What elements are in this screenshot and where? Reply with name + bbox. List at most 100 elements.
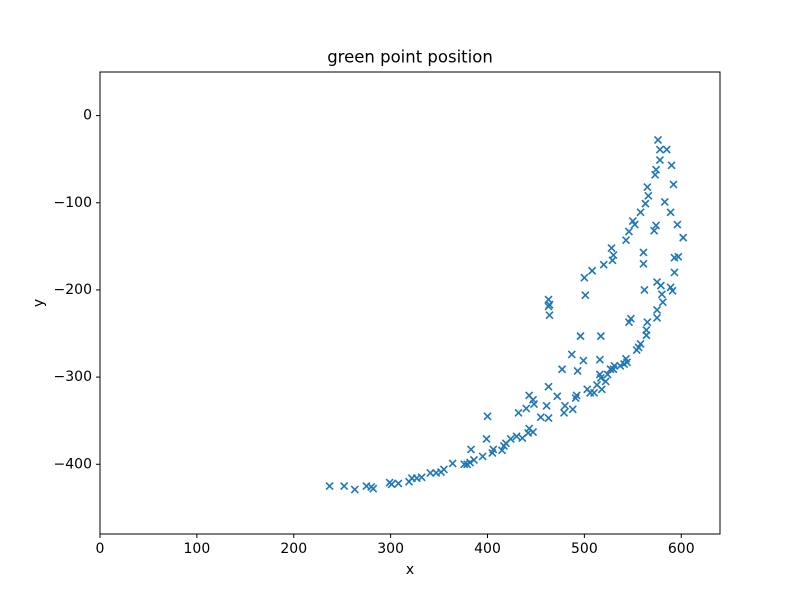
marker [679, 233, 688, 242]
marker [469, 455, 479, 464]
marker [650, 226, 659, 235]
point [469, 455, 479, 464]
x-axis-label: x [406, 562, 414, 578]
point [599, 260, 608, 269]
point [651, 165, 661, 174]
marker [536, 413, 545, 422]
point [522, 404, 531, 413]
point [669, 180, 678, 189]
point [660, 197, 669, 206]
marker [630, 220, 639, 229]
marker [636, 339, 645, 349]
point [607, 244, 616, 253]
point [588, 266, 597, 275]
marker [609, 365, 618, 374]
point [639, 259, 648, 268]
point [626, 314, 635, 323]
point [596, 373, 605, 383]
point [460, 460, 469, 469]
point [666, 208, 675, 217]
marker [387, 480, 396, 489]
x-tick-label: 300 [377, 541, 404, 557]
marker [656, 281, 665, 290]
marker [544, 302, 553, 311]
marker [545, 311, 554, 320]
point [630, 220, 639, 229]
marker [640, 285, 649, 294]
point [670, 268, 679, 277]
marker [597, 385, 606, 394]
marker [639, 259, 648, 268]
marker [639, 248, 648, 257]
point [580, 273, 589, 282]
marker [669, 180, 678, 189]
point [643, 182, 652, 192]
point [595, 355, 604, 364]
point [573, 366, 582, 376]
point [553, 392, 562, 401]
point [609, 250, 618, 260]
marker [325, 481, 334, 491]
marker [596, 332, 605, 341]
marker [641, 199, 650, 208]
marker [460, 460, 469, 469]
point [655, 155, 665, 165]
point [642, 325, 651, 335]
point [506, 434, 515, 444]
point [528, 395, 538, 404]
marker [340, 481, 349, 491]
x-tick-label: 100 [184, 541, 211, 557]
x-tick-label: 0 [96, 541, 105, 557]
point [559, 408, 569, 417]
point [394, 479, 403, 488]
point [426, 468, 435, 478]
marker [466, 445, 476, 454]
point [544, 413, 553, 423]
point [536, 413, 545, 422]
marker [588, 266, 597, 275]
point [624, 227, 634, 236]
marker [528, 427, 538, 437]
point [489, 445, 498, 454]
point [497, 446, 507, 455]
marker [595, 355, 604, 364]
point [621, 236, 631, 245]
point [448, 459, 457, 468]
marker [673, 220, 682, 229]
marker [636, 208, 645, 217]
marker [643, 318, 652, 327]
marker [522, 404, 531, 413]
point [667, 161, 676, 170]
marker [573, 366, 582, 376]
point [636, 339, 645, 349]
x-tick-label: 400 [474, 541, 501, 557]
marker [657, 290, 666, 299]
marker [662, 145, 671, 154]
point [512, 432, 521, 441]
point [576, 332, 585, 341]
marker [599, 260, 608, 269]
point [483, 412, 492, 421]
plot-frame [99, 71, 721, 535]
point [439, 465, 448, 474]
marker [544, 413, 553, 423]
marker [655, 155, 665, 165]
x-tick-label: 200 [280, 541, 307, 557]
marker [369, 484, 378, 493]
marker [651, 221, 661, 230]
point [644, 191, 653, 200]
marker [483, 412, 492, 421]
point [544, 302, 553, 311]
point [558, 365, 567, 374]
marker [581, 291, 590, 300]
marker [568, 405, 577, 414]
marker [567, 350, 576, 359]
point [622, 358, 632, 367]
marker [542, 401, 551, 410]
marker [514, 408, 523, 417]
point [325, 481, 334, 491]
marker [609, 250, 618, 260]
point [655, 145, 665, 154]
point [544, 382, 553, 391]
